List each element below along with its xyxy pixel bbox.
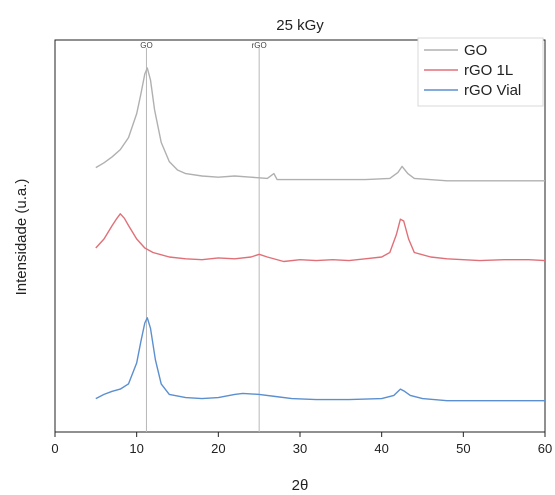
legend-label: GO xyxy=(464,42,487,59)
x-tick-label: 40 xyxy=(374,441,388,456)
x-tick-label: 20 xyxy=(211,441,225,456)
reference-line-label: GO xyxy=(140,41,152,50)
x-tick-label: 30 xyxy=(293,441,307,456)
x-tick-label: 0 xyxy=(51,441,58,456)
x-tick-label: 60 xyxy=(538,441,552,456)
chart-title: 25 kGy xyxy=(276,17,324,34)
x-axis-label: 2θ xyxy=(292,477,309,494)
x-tick-label: 50 xyxy=(456,441,470,456)
series-line xyxy=(95,67,545,182)
y-axis-label: Intensidade (u.a.) xyxy=(13,179,30,296)
legend-label: rGO 1L xyxy=(464,62,513,79)
reference-line-label: rGO xyxy=(252,41,267,50)
x-tick-label: 10 xyxy=(129,441,143,456)
series-line xyxy=(95,317,545,402)
series-line xyxy=(95,213,546,263)
legend-label: rGO Vial xyxy=(464,82,521,99)
